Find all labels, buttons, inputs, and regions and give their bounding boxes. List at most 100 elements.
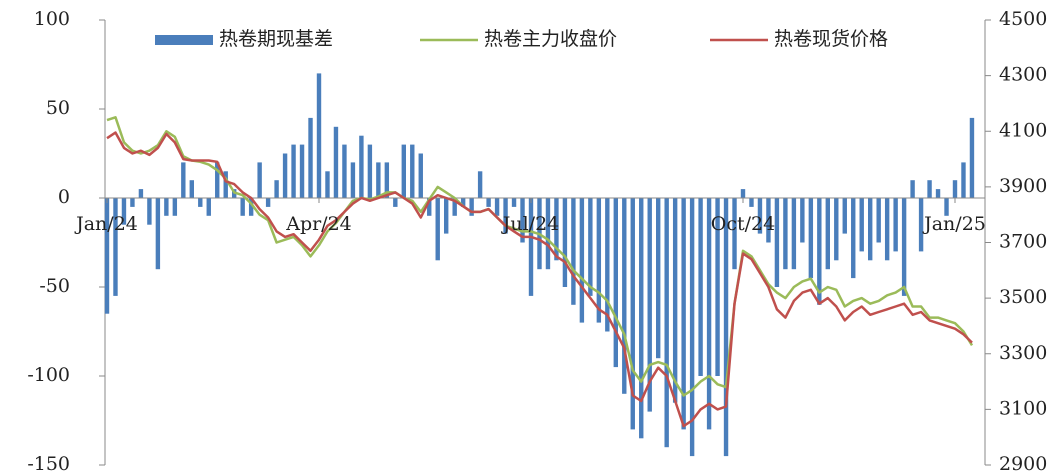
bar xyxy=(215,162,220,198)
bar xyxy=(774,198,780,287)
bar xyxy=(316,73,322,198)
bar xyxy=(834,198,839,261)
bar xyxy=(698,198,703,376)
bar xyxy=(503,198,508,234)
y-tick-label: 100 xyxy=(34,8,70,30)
x-tick-label: Oct/24 xyxy=(711,213,775,235)
bar xyxy=(596,198,602,323)
bar xyxy=(715,198,720,376)
bar xyxy=(562,198,568,287)
bar xyxy=(418,153,423,198)
bar xyxy=(588,198,593,296)
bar xyxy=(893,198,898,252)
bar xyxy=(935,189,941,198)
bar xyxy=(689,198,695,457)
bar xyxy=(189,180,194,198)
bar xyxy=(605,198,610,332)
bar xyxy=(723,198,729,457)
bar xyxy=(367,144,373,198)
bar xyxy=(868,198,873,261)
y-tick-label: -150 xyxy=(27,453,70,472)
bar xyxy=(291,144,296,198)
bar xyxy=(308,117,313,198)
bar xyxy=(172,198,178,216)
bar xyxy=(147,198,152,225)
x-tick-label: Apr/24 xyxy=(285,213,352,235)
y2-tick-label: 3100 xyxy=(999,397,1047,419)
bar xyxy=(545,198,551,270)
bar xyxy=(740,189,746,198)
bar xyxy=(486,198,491,207)
bar xyxy=(859,198,864,252)
y-tick-label: 0 xyxy=(58,186,70,208)
y2-tick-label: 4300 xyxy=(999,64,1047,86)
bar xyxy=(113,198,118,296)
bar xyxy=(664,198,669,448)
bar xyxy=(520,198,525,243)
bar xyxy=(622,198,627,394)
bar xyxy=(333,126,339,198)
bar xyxy=(851,198,856,279)
y2-tick-label: 3300 xyxy=(999,342,1047,364)
line xyxy=(106,116,974,397)
y-tick-label: -100 xyxy=(27,364,70,386)
bar xyxy=(121,198,127,225)
bar xyxy=(282,153,288,198)
bar xyxy=(910,180,915,198)
x-tick-label: Jan/24 xyxy=(74,213,138,235)
bar xyxy=(138,189,144,198)
bar xyxy=(164,198,169,216)
bar xyxy=(554,198,559,261)
y2-tick-label: 2900 xyxy=(999,453,1047,472)
legend-label: 热卷主力收盘价 xyxy=(484,28,617,50)
bar xyxy=(299,144,305,198)
bar xyxy=(376,162,381,198)
bar xyxy=(706,198,712,430)
bar xyxy=(469,198,474,216)
bar xyxy=(757,198,763,234)
bar xyxy=(274,180,279,198)
bar xyxy=(579,198,585,323)
bar xyxy=(410,144,415,198)
bar xyxy=(647,198,652,412)
bar xyxy=(444,198,449,234)
x-tick-label: Jul/24 xyxy=(501,213,560,235)
bar xyxy=(435,198,440,261)
bar xyxy=(342,144,347,198)
bar xyxy=(257,162,262,198)
bar xyxy=(944,198,949,216)
bar xyxy=(155,198,161,270)
bar xyxy=(681,198,686,430)
bar xyxy=(630,198,635,430)
bar xyxy=(511,198,517,207)
bar xyxy=(393,198,398,207)
bar xyxy=(240,198,245,216)
bar xyxy=(808,198,814,279)
bar xyxy=(639,198,644,439)
x-tick-label: Jan/25 xyxy=(922,213,986,235)
bar xyxy=(876,198,881,243)
legend-swatch xyxy=(155,35,213,45)
bar xyxy=(783,198,788,270)
y2-tick-label: 3700 xyxy=(999,231,1047,253)
bar xyxy=(206,198,211,216)
bar xyxy=(672,198,678,403)
y2-tick-label: 4500 xyxy=(999,8,1047,30)
y2-tick-label: 3500 xyxy=(999,286,1047,308)
bar xyxy=(359,135,364,198)
bar xyxy=(325,171,330,198)
bar xyxy=(181,162,186,198)
bar xyxy=(901,198,907,296)
bar xyxy=(223,171,228,198)
bar xyxy=(884,198,890,261)
bar xyxy=(401,144,406,198)
y2-tick-label: 3900 xyxy=(999,175,1047,197)
bar xyxy=(528,198,534,296)
bar xyxy=(571,198,576,305)
bar xyxy=(732,198,737,270)
bar xyxy=(842,198,847,234)
bar xyxy=(248,198,254,216)
bar xyxy=(927,180,932,198)
